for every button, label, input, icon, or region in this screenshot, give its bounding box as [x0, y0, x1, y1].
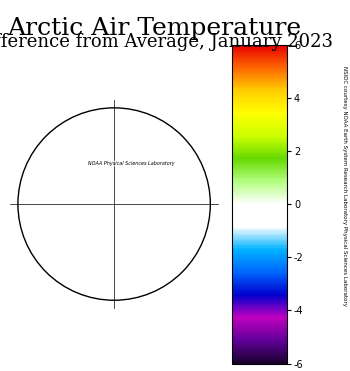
- Text: -2: -2: [79, 239, 84, 244]
- Text: -2: -2: [155, 169, 160, 174]
- Text: 2: 2: [113, 202, 118, 206]
- Text: 0: 0: [122, 107, 127, 111]
- Text: Difference from Average, January 2023: Difference from Average, January 2023: [0, 33, 334, 51]
- Text: -1: -1: [163, 169, 168, 174]
- Text: NSIDC courtesy NOAA Earth System Research Laboratory Physical Sciences Laborator: NSIDC courtesy NOAA Earth System Researc…: [342, 66, 347, 305]
- Text: -1: -1: [151, 203, 156, 207]
- PathPatch shape: [0, 60, 258, 348]
- Text: Arctic Air Temperature: Arctic Air Temperature: [7, 17, 301, 40]
- Text: -3: -3: [133, 186, 139, 191]
- Text: 0: 0: [126, 202, 131, 207]
- Text: -3: -3: [66, 229, 72, 235]
- Text: -1: -1: [76, 228, 81, 234]
- Text: 3: 3: [108, 203, 113, 206]
- Text: 0: 0: [76, 291, 81, 295]
- Text: 4: 4: [156, 234, 161, 238]
- Text: 0: 0: [170, 201, 174, 206]
- Text: -4: -4: [129, 175, 134, 181]
- Text: NOAA Physical Sciences Laboratory: NOAA Physical Sciences Laboratory: [88, 161, 175, 166]
- Text: 4: 4: [104, 202, 108, 205]
- Text: 1: 1: [119, 202, 123, 206]
- Text: 3: 3: [145, 231, 149, 234]
- Text: 5: 5: [99, 204, 104, 207]
- Text: -4: -4: [66, 234, 72, 240]
